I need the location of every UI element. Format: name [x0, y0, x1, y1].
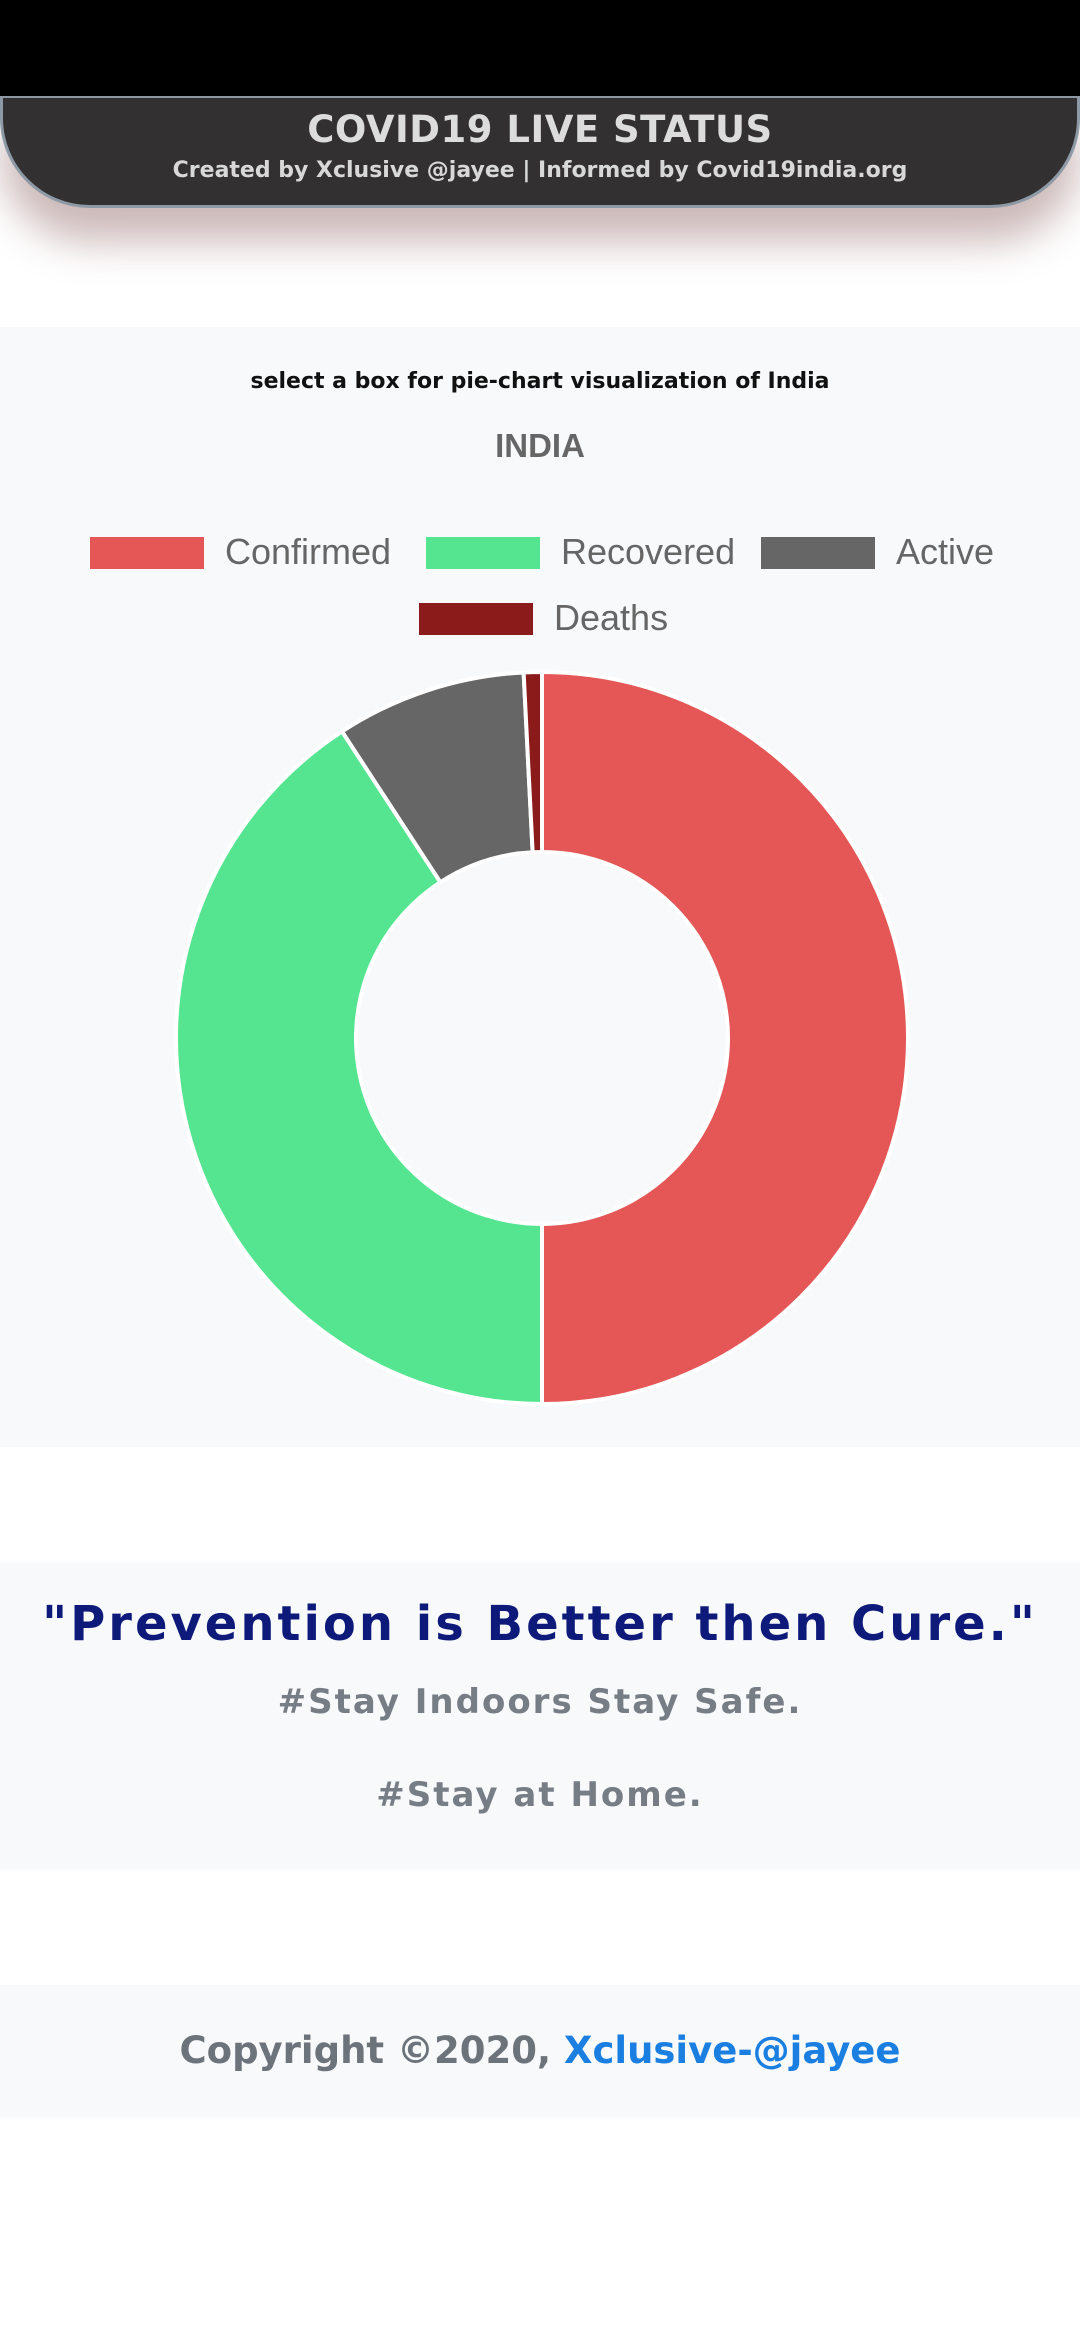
- quote-line-1: #Stay Indoors Stay Safe.: [277, 1682, 803, 1722]
- app-header: COVID19 LIVE STATUS Created by Xclusive …: [0, 96, 1080, 208]
- header-title: COVID19 LIVE STATUS: [307, 108, 773, 151]
- author-link[interactable]: Xclusive-@jayee: [563, 2029, 901, 2072]
- footer: Copyright ©2020, Xclusive-@jayee: [0, 1985, 1080, 2118]
- footer-text: Copyright ©2020, Xclusive-@jayee: [0, 2029, 1080, 2072]
- quote-line-2: #Stay at Home.: [376, 1775, 704, 1815]
- legend-swatch-confirmed: [90, 537, 204, 569]
- legend-swatch-active: [761, 537, 875, 569]
- legend-label-recovered: Recovered: [561, 531, 736, 572]
- donut-slice-recovered[interactable]: [174, 728, 544, 1407]
- legend-label-deaths: Deaths: [554, 597, 669, 638]
- legend-label-confirmed: Confirmed: [225, 531, 392, 572]
- chart-instruction: select a box for pie-chart visualization…: [250, 369, 830, 394]
- donut-chart: [174, 669, 910, 1407]
- chart-title: INDIA: [495, 427, 585, 464]
- legend-swatch-recovered: [426, 537, 540, 569]
- quote-section: "Prevention is Better then Cure." #Stay …: [0, 1562, 1080, 1870]
- legend-swatch-deaths: [419, 603, 533, 635]
- legend-label-active: Active: [896, 531, 995, 572]
- status-bar: [0, 0, 1080, 98]
- donut-slice-deaths[interactable]: [521, 669, 544, 855]
- copyright-text: Copyright ©2020,: [179, 2029, 564, 2072]
- quote-text: "Prevention is Better then Cure.": [42, 1596, 1038, 1652]
- header-subtitle: Created by Xclusive @jayee | Informed by…: [172, 158, 908, 183]
- donut-slice-confirmed[interactable]: [540, 669, 910, 1407]
- chart-section: select a box for pie-chart visualization…: [0, 327, 1080, 1447]
